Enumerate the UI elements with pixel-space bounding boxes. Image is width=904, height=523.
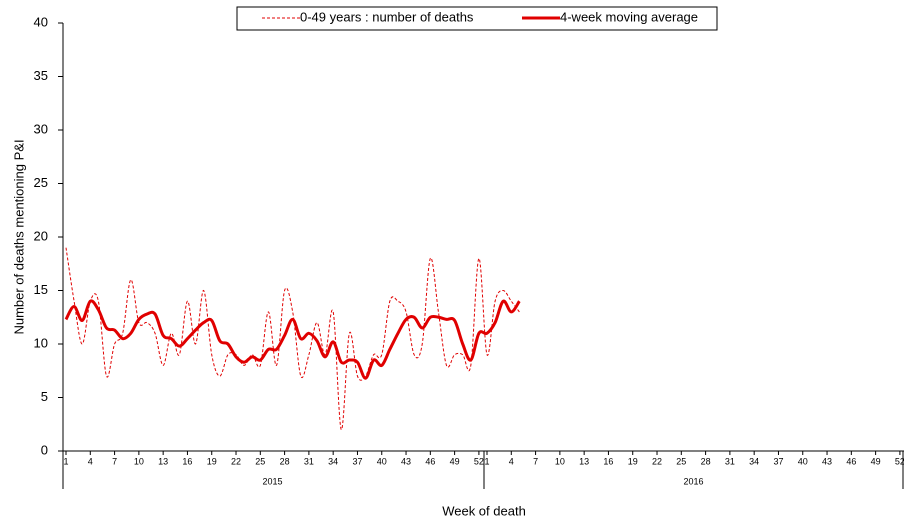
- x-tick-label: 22: [652, 456, 662, 466]
- x-tick-label: 49: [450, 456, 460, 466]
- x-tick-label: 28: [280, 456, 290, 466]
- x-tick-label: 10: [134, 456, 144, 466]
- x-tick-label: 4: [88, 456, 93, 466]
- year-label: 2016: [683, 476, 703, 486]
- x-tick-label: 1: [484, 456, 489, 466]
- x-tick-label: 40: [377, 456, 387, 466]
- x-tick-label: 31: [304, 456, 314, 466]
- x-tick-label: 10: [555, 456, 565, 466]
- x-tick-label: 13: [579, 456, 589, 466]
- x-tick-label: 40: [798, 456, 808, 466]
- x-tick-label: 7: [533, 456, 538, 466]
- x-tick-label: 13: [158, 456, 168, 466]
- x-tick-label: 25: [676, 456, 686, 466]
- x-tick-label: 31: [725, 456, 735, 466]
- data-line: [65, 247, 520, 431]
- x-tick-label: 4: [509, 456, 514, 466]
- data-line: [64, 299, 521, 380]
- x-axis-title: Week of death: [442, 503, 526, 518]
- x-tick-label: 43: [822, 456, 832, 466]
- y-tick-label: 20: [34, 228, 48, 243]
- y-tick-label: 25: [34, 175, 48, 190]
- x-tick-label: 1: [63, 456, 68, 466]
- x-tick-label: 43: [401, 456, 411, 466]
- y-tick-label: 5: [41, 389, 48, 404]
- x-tick-label: 28: [701, 456, 711, 466]
- y-axis-title: Number of deaths mentioning P&I: [11, 139, 26, 334]
- y-tick-label: 10: [34, 335, 48, 350]
- x-tick-label: 25: [255, 456, 265, 466]
- x-tick-label: 52: [474, 456, 484, 466]
- x-tick-label: 34: [749, 456, 759, 466]
- legend-box: [236, 6, 718, 31]
- x-tick-label: 46: [425, 456, 435, 466]
- x-tick-label: 49: [871, 456, 881, 466]
- y-tick-label: 35: [34, 68, 48, 83]
- x-tick-label: 16: [182, 456, 192, 466]
- x-tick-label: 19: [207, 456, 217, 466]
- legend-label: 0-49 years : number of deaths: [300, 9, 474, 24]
- x-tick-label: 46: [846, 456, 856, 466]
- x-tick-label: 19: [628, 456, 638, 466]
- y-tick-label: 0: [41, 442, 48, 457]
- y-tick-label: 15: [34, 282, 48, 297]
- x-tick-label: 22: [231, 456, 241, 466]
- x-tick-label: 16: [603, 456, 613, 466]
- x-tick-label: 7: [112, 456, 117, 466]
- x-tick-label: 37: [773, 456, 783, 466]
- x-tick-label: 52: [895, 456, 904, 466]
- y-tick-label: 30: [34, 121, 48, 136]
- year-label: 2015: [262, 476, 282, 486]
- x-tick-label: 37: [352, 456, 362, 466]
- y-tick-label: 40: [34, 14, 48, 29]
- x-tick-label: 34: [328, 456, 338, 466]
- legend-label: 4-week moving average: [560, 9, 698, 24]
